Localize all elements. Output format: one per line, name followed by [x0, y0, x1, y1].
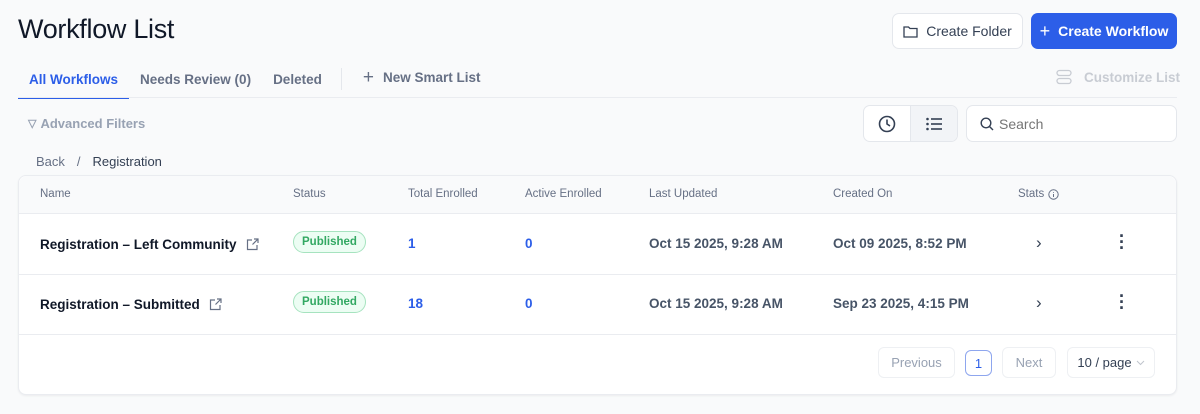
plus-icon: +: [1039, 20, 1051, 41]
last-updated: Oct 15 2025, 9:28 AM: [649, 296, 783, 311]
create-folder-button[interactable]: Create Folder: [892, 13, 1023, 49]
active-enrolled[interactable]: 0: [525, 236, 533, 251]
plus-icon: +: [362, 67, 374, 88]
next-page-button[interactable]: Next: [1002, 347, 1056, 378]
folder-icon: [903, 25, 918, 38]
advanced-filters-label: Advanced Filters: [40, 115, 146, 131]
column-header-name: Name: [40, 188, 71, 200]
column-header-created-on: Created On: [833, 188, 893, 200]
history-view-button[interactable]: [864, 106, 911, 141]
column-header-status: Status: [293, 188, 326, 200]
advanced-filters-button[interactable]: ▽ Advanced Filters: [20, 108, 153, 138]
column-header-stats: Stats: [1018, 188, 1059, 200]
breadcrumb-back[interactable]: Back: [36, 154, 65, 169]
external-link-icon[interactable]: [209, 298, 222, 311]
filter-icon: ▽: [28, 117, 37, 130]
total-enrolled[interactable]: 1: [408, 236, 416, 251]
page-title: Workflow List: [18, 14, 175, 44]
stats-label: Stats: [1018, 188, 1045, 200]
breadcrumb: Back / Registration: [36, 154, 162, 169]
new-smart-list-button[interactable]: + New Smart List: [352, 62, 492, 98]
search-field[interactable]: [999, 115, 1169, 132]
created-on: Sep 23 2025, 4:15 PM: [833, 296, 969, 311]
row-divider: [19, 334, 1176, 335]
chevron-right-icon[interactable]: ›: [1036, 233, 1042, 252]
last-updated: Oct 15 2025, 9:28 AM: [649, 236, 783, 251]
tab-deleted[interactable]: Deleted: [273, 72, 322, 87]
new-smart-list-label: New Smart List: [382, 70, 481, 85]
toggles-icon: [1056, 69, 1072, 85]
table-header: [19, 176, 1176, 214]
total-enrolled[interactable]: 18: [408, 296, 424, 311]
column-header-last-updated: Last Updated: [649, 188, 718, 200]
previous-page-button[interactable]: Previous: [878, 347, 955, 378]
column-header-total-enrolled: Total Enrolled: [408, 188, 478, 200]
chevron-down-icon: [1136, 360, 1144, 365]
search-input[interactable]: [966, 105, 1177, 142]
tab-divider: [340, 68, 342, 90]
breadcrumb-current: Registration: [92, 154, 162, 169]
list-view-button[interactable]: [911, 106, 957, 141]
list-icon: [926, 117, 942, 130]
clock-icon: [878, 115, 896, 132]
page-size-value: 10 / page: [1077, 355, 1132, 370]
create-workflow-button[interactable]: + Create Workflow: [1031, 13, 1177, 49]
create-workflow-label: Create Workflow: [1058, 23, 1169, 39]
workflow-name[interactable]: Registration – Submitted: [40, 297, 200, 312]
info-icon[interactable]: [1048, 188, 1059, 200]
view-toggle: [863, 105, 958, 142]
more-options-icon[interactable]: · · ·: [1119, 226, 1125, 258]
tab-bar: All Workflows Needs Review (0) Deleted +…: [18, 62, 492, 99]
chevron-right-icon[interactable]: ›: [1036, 293, 1042, 312]
active-enrolled[interactable]: 0: [525, 296, 533, 311]
page-size-select[interactable]: 10 / page: [1067, 347, 1155, 378]
breadcrumb-separator: /: [76, 154, 81, 169]
created-on: Oct 09 2025, 8:52 PM: [833, 236, 967, 251]
more-options-icon[interactable]: · · ·: [1119, 286, 1125, 318]
search-icon: [980, 116, 994, 130]
external-link-icon[interactable]: [246, 238, 259, 251]
customize-list-label: Customize List: [1084, 69, 1181, 85]
tab-divider-line: [18, 97, 1177, 98]
page-1-button[interactable]: 1: [965, 350, 992, 376]
create-folder-label: Create Folder: [926, 23, 1012, 39]
tab-needs-review[interactable]: Needs Review (0): [140, 72, 252, 87]
status-badge: Published: [293, 231, 366, 253]
workflow-name[interactable]: Registration – Left Community: [40, 237, 237, 252]
row-divider: [19, 274, 1176, 275]
status-badge: Published: [293, 291, 366, 313]
column-header-active-enrolled: Active Enrolled: [525, 188, 602, 200]
tab-all-workflows[interactable]: All Workflows: [18, 62, 130, 99]
customize-list-button[interactable]: Customize List: [1056, 69, 1180, 85]
